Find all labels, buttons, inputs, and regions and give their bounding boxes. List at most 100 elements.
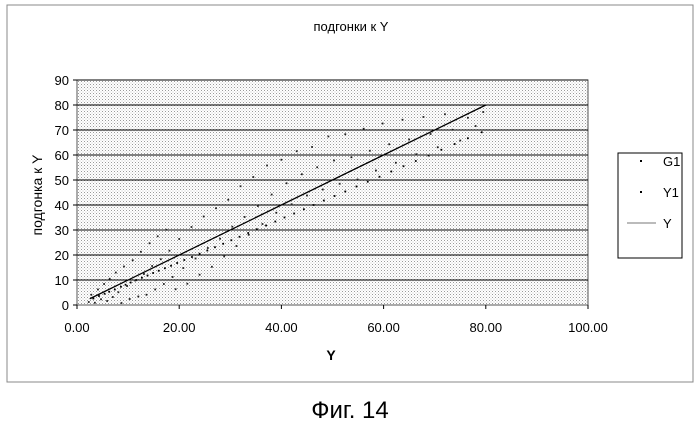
point-y1 [129, 298, 131, 300]
legend-marker-g1 [640, 160, 642, 162]
point-g1 [344, 191, 346, 193]
point-y1 [369, 150, 371, 152]
point-y1 [154, 289, 156, 291]
point-y1 [215, 207, 217, 209]
point-y1 [199, 274, 201, 276]
point-y1 [402, 119, 404, 121]
point-g1 [130, 282, 132, 284]
point-y1 [363, 128, 365, 130]
point-y1 [452, 129, 454, 131]
y-tick-label: 30 [55, 223, 69, 238]
point-g1 [120, 286, 122, 288]
point-g1 [98, 295, 100, 297]
point-y1 [311, 146, 313, 148]
legend-label-g1: G1 [663, 154, 680, 169]
point-g1 [481, 131, 483, 133]
y-tick-label: 70 [55, 123, 69, 138]
point-y1 [395, 162, 397, 164]
point-y1 [100, 298, 102, 300]
point-y1 [132, 259, 134, 261]
point-g1 [125, 284, 127, 286]
x-tick-label: 20.00 [163, 320, 196, 335]
point-y1 [296, 150, 298, 152]
point-g1 [379, 176, 381, 178]
point-y1 [437, 146, 439, 148]
y-tick-label: 60 [55, 148, 69, 163]
point-y1 [172, 276, 174, 278]
point-g1 [454, 143, 456, 145]
y-tick-label: 50 [55, 173, 69, 188]
point-g1 [141, 277, 143, 279]
point-y1 [103, 283, 105, 285]
point-y1 [115, 272, 117, 274]
point-g1 [104, 293, 106, 295]
point-y1 [97, 289, 99, 291]
point-y1 [467, 117, 469, 119]
point-g1 [147, 275, 149, 277]
point-y1 [109, 278, 111, 280]
point-y1 [186, 283, 188, 285]
point-y1 [430, 133, 432, 135]
legend-label-y1: Y1 [663, 185, 679, 200]
point-y1 [182, 267, 184, 269]
x-axis-label: Y [326, 347, 336, 363]
point-y1 [423, 116, 425, 118]
point-y1 [175, 288, 177, 290]
point-g1 [170, 265, 172, 267]
point-y1 [351, 156, 353, 158]
point-y1 [286, 182, 288, 184]
point-y1 [316, 166, 318, 168]
point-y1 [301, 173, 303, 175]
point-g1 [265, 225, 267, 227]
point-y1 [333, 160, 335, 162]
point-y1 [160, 258, 162, 260]
point-y1 [121, 302, 123, 304]
point-y1 [291, 203, 293, 205]
point-g1 [415, 160, 417, 162]
point-g1 [367, 181, 369, 183]
x-tick-label: 60.00 [367, 320, 400, 335]
point-g1 [158, 270, 160, 272]
point-y1 [149, 242, 151, 244]
point-y1 [123, 266, 125, 268]
point-y1 [382, 123, 384, 125]
point-g1 [303, 208, 305, 210]
x-tick-label: 40.00 [265, 320, 298, 335]
point-g1 [152, 272, 154, 274]
point-y1 [146, 294, 148, 296]
plot-area [77, 80, 588, 305]
point-g1 [247, 232, 249, 234]
point-y1 [339, 183, 341, 185]
point-y1 [344, 133, 346, 135]
point-y1 [211, 266, 213, 268]
point-g1 [440, 149, 442, 151]
x-tick-label: 80.00 [470, 320, 503, 335]
point-y1 [257, 205, 259, 207]
point-y1 [275, 212, 277, 214]
point-y1 [408, 139, 410, 141]
point-y1 [271, 194, 273, 196]
point-y1 [262, 223, 264, 225]
point-y1 [459, 140, 461, 142]
point-y1 [357, 179, 359, 181]
point-y1 [169, 250, 171, 252]
point-g1 [313, 204, 315, 206]
point-g1 [284, 217, 286, 219]
point-y1 [231, 226, 233, 228]
point-g1 [114, 289, 116, 291]
point-y1 [227, 199, 229, 201]
point-y1 [236, 245, 238, 247]
point-g1 [199, 253, 201, 255]
scatter-chart: подгонки к Y 0102030405060708090 0.0020.… [0, 0, 700, 395]
x-tick-label: 0.00 [64, 320, 89, 335]
chart-title: подгонки к Y [314, 19, 389, 34]
point-y1 [444, 113, 446, 115]
legend-label-y: Y [663, 216, 672, 231]
y-tick-label: 20 [55, 248, 69, 263]
legend-marker-y1 [640, 191, 642, 193]
y-tick-label: 40 [55, 198, 69, 213]
y-tick-label: 10 [55, 273, 69, 288]
point-y1 [244, 216, 246, 218]
y-tick-label: 0 [62, 298, 69, 313]
